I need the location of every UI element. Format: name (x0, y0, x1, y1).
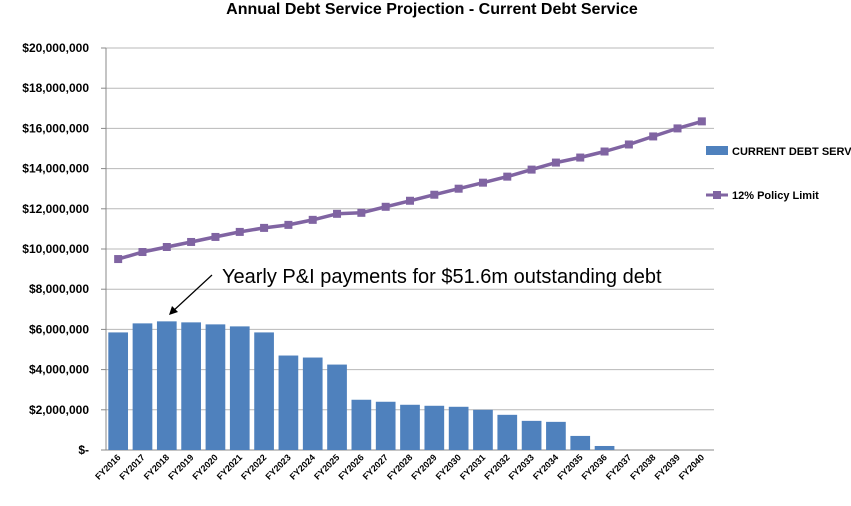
legend-label: CURRENT DEBT SERVICE (732, 146, 851, 158)
annotation-text: Yearly P&I payments for $51.6m outstandi… (222, 266, 662, 288)
line-point (211, 232, 220, 241)
legend: CURRENT DEBT SERVICE 12% Policy Limit (706, 146, 851, 202)
x-tick-label: FY2023 (263, 452, 292, 481)
line-point (138, 248, 147, 257)
legend-swatch-marker (713, 191, 721, 199)
line-point (187, 237, 196, 246)
x-tick-label: FY2034 (531, 452, 560, 481)
line-point (430, 190, 439, 199)
y-tick-label: $6,000,000 (29, 322, 89, 336)
y-tick-label: $20,000,000 (22, 41, 89, 55)
line-point (551, 158, 560, 167)
y-tick-label: $8,000,000 (29, 282, 89, 296)
bar (375, 401, 396, 450)
x-tick-label: FY2020 (190, 452, 219, 481)
series-line (117, 119, 703, 261)
bar (570, 435, 591, 450)
legend-label: 12% Policy Limit (732, 190, 819, 202)
x-tick-label: FY2039 (653, 452, 682, 481)
x-tick-label: FY2038 (628, 452, 657, 481)
y-tick-label: $14,000,000 (22, 162, 89, 176)
x-tick-label: FY2032 (482, 452, 511, 481)
line-point (673, 124, 682, 133)
x-tick-label: FY2016 (93, 452, 122, 481)
line-point (503, 172, 512, 181)
bar (181, 322, 201, 450)
bar (132, 323, 153, 450)
line-point (576, 153, 585, 162)
bar (400, 404, 420, 450)
bar (521, 420, 542, 450)
bar (108, 332, 129, 450)
x-tick-label: FY2033 (507, 452, 536, 481)
bar (473, 409, 493, 450)
line-series (114, 117, 706, 264)
bar (327, 364, 347, 450)
bar (594, 445, 615, 450)
chart-title: Annual Debt Service Projection - Current… (226, 1, 638, 18)
line-point (260, 223, 269, 232)
bar (302, 357, 323, 450)
x-tick-label: FY2036 (580, 452, 609, 481)
bar (448, 406, 469, 450)
x-tick-label: FY2027 (361, 452, 390, 481)
x-tick-label: FY2035 (555, 452, 584, 481)
x-tick-label: FY2031 (458, 452, 487, 481)
line-point (600, 147, 609, 156)
y-tick-label: $10,000,000 (22, 242, 89, 256)
x-axis: FY2016FY2017FY2018FY2019FY2020FY2021FY20… (93, 452, 706, 481)
bar (278, 355, 299, 450)
x-tick-label: FY2026 (336, 452, 365, 481)
line-point (624, 140, 633, 149)
annotation: Yearly P&I payments for $51.6m outstandi… (169, 266, 662, 315)
x-tick-label: FY2040 (677, 452, 706, 481)
x-tick-label: FY2019 (166, 452, 195, 481)
line-point (284, 220, 293, 229)
line-point (162, 242, 171, 251)
x-tick-label: FY2025 (312, 452, 341, 481)
bar (254, 332, 274, 450)
x-tick-label: FY2028 (385, 452, 414, 481)
x-tick-label: FY2029 (409, 452, 438, 481)
line-point (527, 165, 536, 174)
bar (497, 414, 518, 450)
y-tick-label: $12,000,000 (22, 202, 89, 216)
x-tick-label: FY2022 (239, 452, 268, 481)
bar (156, 321, 177, 450)
line-point (649, 132, 658, 141)
line-point (406, 196, 414, 205)
line-point (308, 215, 317, 224)
bar (424, 405, 445, 450)
y-tick-label: $- (78, 443, 89, 457)
bar (205, 324, 226, 450)
line-point (381, 202, 390, 211)
annotation-arrow (171, 274, 213, 313)
y-tick-label: $4,000,000 (29, 363, 89, 377)
x-tick-label: FY2024 (288, 452, 317, 481)
line-point (235, 227, 244, 236)
bar (351, 399, 372, 450)
y-axis: $- $2,000,000 $4,000,000 $6,000,000 $8,000,0… (22, 41, 107, 457)
bar-series (108, 321, 615, 450)
y-tick-label: $2,000,000 (29, 403, 89, 417)
annotation-arrowhead (169, 306, 178, 315)
line-point (454, 184, 463, 193)
bar (229, 326, 250, 450)
x-tick-label: FY2017 (118, 452, 147, 481)
bar (546, 421, 566, 450)
x-tick-label: FY2037 (604, 452, 633, 481)
line-point (357, 208, 366, 217)
y-tick-label: $16,000,000 (22, 121, 89, 135)
line-point (114, 255, 123, 264)
x-tick-label: FY2018 (142, 452, 171, 481)
legend-swatch-bar (706, 146, 728, 155)
line-point (697, 117, 706, 126)
x-tick-label: FY2021 (215, 452, 244, 481)
line-point (478, 178, 487, 187)
line-point (333, 209, 342, 218)
x-tick-label: FY2030 (434, 452, 463, 481)
y-tick-label: $18,000,000 (22, 81, 89, 95)
